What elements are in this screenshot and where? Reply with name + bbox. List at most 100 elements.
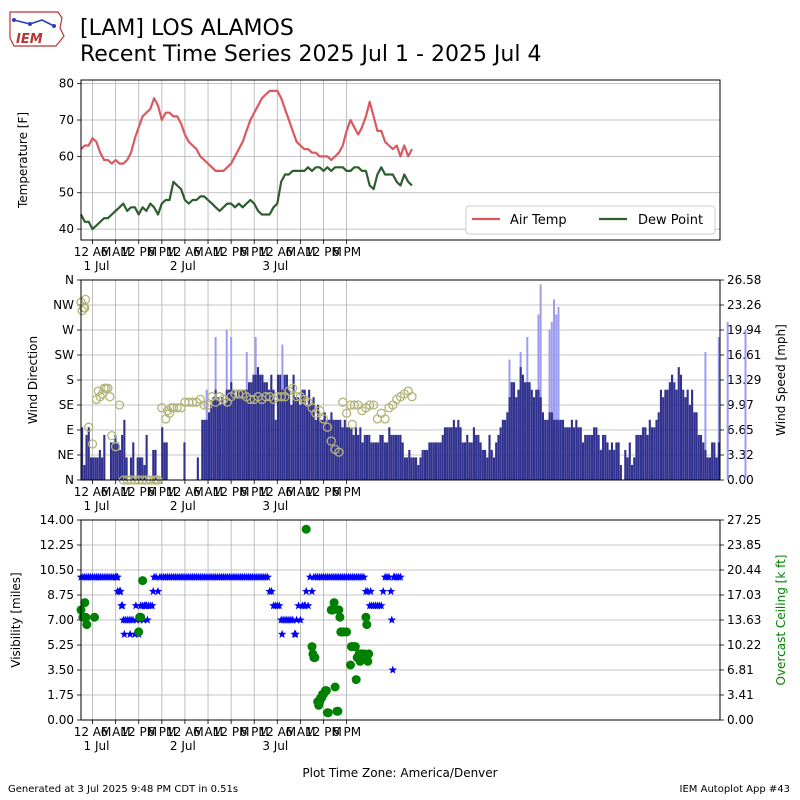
speed-bar [544,419,547,480]
speed-bar [263,382,266,480]
speed-bar [85,434,88,480]
y-tick-label-visibility: 14.00 [40,513,74,527]
y-tick-label-speed: 19.94 [727,323,761,337]
speed-bar [526,382,529,480]
speed-bar [626,457,629,480]
visibility-point [301,586,311,596]
speed-bar [410,457,413,480]
speed-bar [637,434,640,480]
x-tick-label: 12 PM [213,485,250,499]
speed-bar [406,457,409,480]
speed-bar [301,389,304,480]
speed-bar [679,374,683,480]
speed-bar [265,382,268,480]
speed-bar [138,457,142,480]
speed-bar [441,434,444,480]
ceiling-point [335,612,345,622]
speed-bar [606,442,609,480]
speed-bar [419,457,422,480]
speed-bar [201,419,204,480]
direction-point [322,422,333,432]
speed-bar [706,457,709,480]
speed-bar [305,404,308,480]
speed-bar [274,419,277,480]
y-tick-label-ceiling: 13.63 [727,613,761,627]
speed-bar [675,389,678,480]
speed-bar [83,465,86,480]
speed-bar [666,389,669,480]
visibility-point [151,572,161,581]
direction-point [347,419,358,430]
speed-bar [374,442,378,480]
speed-bar [561,419,565,480]
speed-bar [399,434,402,480]
speed-bar [573,427,576,480]
speed-bar [595,427,598,480]
speed-bar [225,389,228,480]
speed-bar [386,442,389,480]
legend-label-dew-point: Dew Point [638,213,703,228]
speed-bar [372,442,375,480]
y-axis-label: Temperature [F] [16,112,30,209]
gust-bar [726,322,729,480]
x-tick-label: 12 PM [213,245,250,259]
y-tick-label-direction: NE [57,448,74,462]
x-tick-label: 12 PM [120,245,157,259]
visibility-point [377,601,386,610]
speed-bar [615,442,618,480]
speed-bar [559,419,562,480]
visibility-ceiling-panel: 0.00 1.75 3.50 5.25 7.00 8.75 10.50 12.25 14.00 0… [9,513,788,780]
visibility-point [131,601,141,610]
x-tick-label: 6 AM [285,245,315,259]
x-tick-label: 6 PM [240,245,269,259]
speed-bar [504,419,507,480]
y-tick-label-ceiling: 3.41 [727,688,754,702]
x-tick-label: 6 PM [332,245,361,259]
y-tick-label-ceiling: 23.85 [727,538,761,552]
ceiling-point [330,682,340,692]
speed-bar [479,442,482,480]
speed-bar [279,374,282,480]
speed-bar [673,382,676,480]
y-tick-label: 60 [59,149,74,163]
speed-bar [548,412,551,480]
series-line-dew-point [80,166,413,231]
direction-point [318,414,329,424]
y-tick-label-speed: 3.32 [727,448,754,462]
speed-bar [227,389,231,480]
y-tick-label-speed: 6.65 [727,423,754,437]
speed-bar [109,442,113,480]
y-tick-label-direction: SE [59,398,74,412]
y-tick-label-visibility: 7.00 [47,613,74,627]
speed-bar [699,434,703,480]
x-tick-label: 12 AM [74,725,112,739]
x-tick-label: 6 PM [147,725,176,739]
speed-bar [642,427,645,480]
speed-bar [112,442,115,480]
speed-bar [383,442,386,480]
ceiling-point [362,620,372,630]
speed-bar [381,434,384,480]
y-axis-label-left: Visibility [miles] [9,572,23,667]
speed-bar [664,389,667,480]
y-tick-label-ceiling: 6.81 [727,663,754,677]
speed-bar [216,397,219,480]
x-tick-label: 12 AM [166,725,204,739]
speed-bar [337,419,340,480]
speed-bar [588,434,591,480]
speed-bar [566,427,569,480]
direction-point [199,400,209,410]
speed-bar [247,382,251,480]
x-tick-label: 12 AM [258,485,296,499]
series-line-air-temp [80,89,413,172]
ceiling-point [321,686,331,696]
direction-point [114,400,125,410]
speed-bar [711,442,714,480]
visibility-point [118,601,127,610]
speed-bar [328,419,331,480]
visibility-point [305,572,315,581]
direction-point [365,400,375,410]
speed-bar [241,389,244,480]
gust-bar [557,306,560,480]
speed-bar [546,419,549,480]
